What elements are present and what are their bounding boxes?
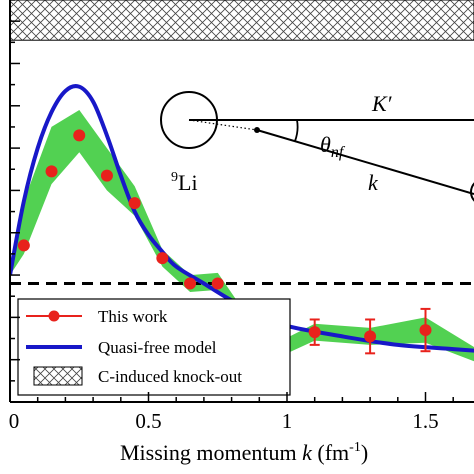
- c-induced-band: [10, 0, 474, 41]
- legend-marker-hatch: [33, 366, 83, 386]
- y-axis-ticks: [10, 0, 20, 403]
- data-point: [308, 326, 321, 339]
- vector-k: [256, 129, 474, 195]
- data-point: [156, 252, 169, 265]
- x-tick-label: 1.5: [412, 409, 438, 433]
- x-axis-ticks: 0 0.5 1 1.5: [9, 392, 454, 433]
- legend-label-this-work: This work: [98, 307, 168, 326]
- outgoing-circle: [470, 182, 474, 202]
- legend-marker-this-work-dot: [48, 310, 60, 322]
- x-tick-label: 0.5: [135, 409, 161, 433]
- kinematics-diagram: K′ θnf k 9Li: [160, 91, 474, 202]
- data-point: [17, 239, 30, 252]
- x-tick-label: 1: [282, 409, 293, 433]
- angle-arc: [294, 119, 299, 142]
- label-theta: θnf: [320, 132, 346, 161]
- data-point: [419, 324, 432, 337]
- x-axis-title: Missing momentum k (fm-1): [120, 440, 368, 465]
- data-point: [364, 330, 377, 343]
- legend-label-hatch: C-induced knock-out: [98, 367, 242, 386]
- data-point: [184, 277, 197, 290]
- data-point: [73, 129, 86, 142]
- data-point: [100, 169, 113, 182]
- legend: This work Quasi-free model C-induced kno…: [17, 298, 291, 396]
- data-point: [128, 197, 141, 210]
- dotted-guide: [188, 119, 258, 131]
- data-point: [211, 277, 224, 290]
- label-k: k: [368, 170, 379, 195]
- label-k-prime: K′: [371, 91, 393, 116]
- x-tick-label: 0: [9, 409, 20, 433]
- data-point: [45, 165, 58, 178]
- label-nucleus: 9Li: [171, 170, 198, 195]
- quasi-free-model-line: [10, 84, 474, 353]
- legend-label-model: Quasi-free model: [98, 338, 217, 357]
